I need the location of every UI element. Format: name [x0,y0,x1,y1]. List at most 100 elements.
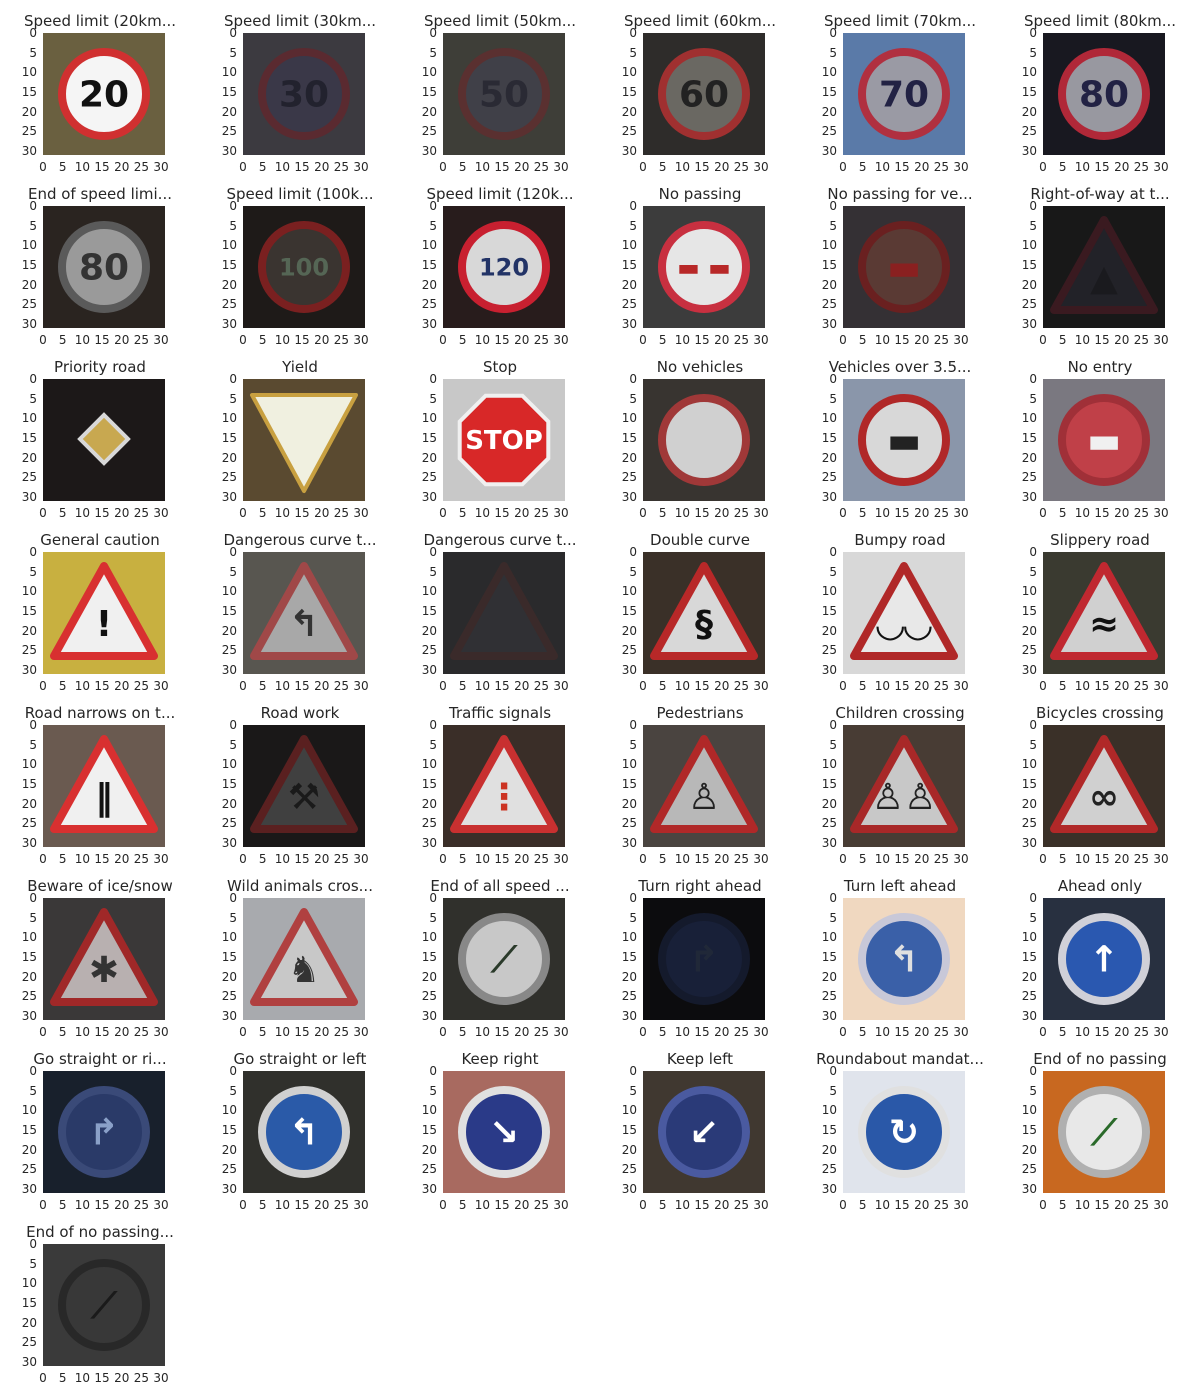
panel-image: ♞ [243,898,365,1020]
x-tick-label: 15 [694,506,710,520]
panel-21: Double curve § 0 5 10 15 20 25 30 0 5 10 15 20 25 30 [600,519,800,692]
y-tick-label: 5 [29,391,37,406]
x-tick-label: 5 [1058,679,1067,693]
x-tick-label: 30 [753,679,769,693]
x-tick-label: 15 [694,852,710,866]
sign-symbol: ↱ [689,940,719,981]
x-tick-label: 25 [733,160,750,174]
panel-28: Children crossing ♙♙ 0 5 10 15 20 25 30 0 5 10 15 20 2… [800,692,1000,865]
y-tick-label: 20 [1021,1142,1037,1157]
y-tick-label: 10 [221,930,237,945]
y-tick-label: 10 [21,1103,37,1118]
y-tick-label: 20 [1021,969,1037,984]
x-tick-label: 20 [714,1025,730,1039]
y-tick-label: 0 [229,199,237,213]
y-tick-label: 15 [621,85,637,100]
y-tick-label: 5 [629,1083,637,1098]
x-tick-label: 10 [1074,852,1090,866]
sign-symbol: ‖ [95,777,113,818]
x-tick-label: 0 [39,1371,47,1385]
panel-title: Keep right [461,1050,539,1068]
panel-title: Slippery road [1050,531,1150,549]
sign-symbol: ⟋ [489,940,518,981]
y-tick-label: 0 [1029,372,1037,386]
sign-symbol: ♙ [688,777,720,818]
y-tick-label: 0 [229,718,237,732]
y-tick-label: 20 [1021,277,1037,292]
x-tick-label: 10 [1074,679,1090,693]
panel-image: 20 [43,33,165,155]
panel-20: Dangerous curve t... 0 5 10 15 20 25 30 0 5 10 15 20… [400,519,600,692]
x-tick-label: 15 [1094,506,1110,520]
y-tick-label: 5 [829,910,837,925]
y-tick-label: 30 [21,317,37,332]
sign-symbol: ∞ [1089,777,1119,818]
x-tick-label: 5 [1058,1198,1067,1212]
y-tick-label: 10 [1021,584,1037,599]
y-tick-label: 30 [821,1182,837,1197]
sign-circle [58,48,150,140]
x-tick-label: 30 [1153,333,1169,347]
x-tick-label: 5 [658,679,667,693]
y-tick-label: 5 [1029,737,1037,752]
sign-circle [458,1086,550,1178]
x-tick-label: 30 [1153,1025,1169,1039]
panel-title: Ahead only [1057,877,1143,895]
sign-circle [858,221,950,313]
x-tick-label: 30 [1153,1198,1169,1212]
x-tick-label: 10 [874,679,890,693]
x-tick-label: 20 [914,1198,930,1212]
x-tick-label: 20 [114,679,130,693]
y-tick-label: 30 [1021,144,1037,159]
y-tick-label: 10 [821,930,837,945]
y-tick-label: 30 [621,144,637,159]
y-tick-label: 30 [221,663,237,678]
panel-title: No passing [658,185,742,203]
x-tick-label: 20 [314,333,330,347]
x-tick-label: 25 [333,333,350,347]
y-tick-label: 0 [229,891,237,905]
x-tick-label: 30 [353,1025,369,1039]
y-tick-label: 20 [221,1142,237,1157]
y-tick-label: 10 [621,238,637,253]
y-tick-label: 30 [421,1182,437,1197]
x-tick-label: 25 [333,1198,350,1212]
x-tick-label: 5 [458,333,467,347]
y-tick-label: 5 [429,218,437,233]
panel-title: Vehicles over 3.5... [828,358,972,376]
y-tick-label: 10 [821,411,837,426]
x-tick-label: 25 [533,1025,550,1039]
y-tick-label: 25 [821,643,837,658]
panel-title: Bicycles crossing [1036,704,1164,722]
y-tick-label: 15 [421,431,437,446]
sign-diamond [77,412,131,466]
x-tick-label: 0 [39,160,47,174]
x-tick-label: 30 [553,852,569,866]
x-tick-label: 25 [1133,852,1150,866]
sign-circle [858,1086,950,1178]
x-tick-label: 30 [153,1371,169,1385]
x-tick-label: 10 [274,160,290,174]
panel-22: Bumpy road ◡◡ 0 5 10 15 20 25 30 0 5 10 15 20 25 30 [800,519,1000,692]
panel-image: 120 [443,206,565,328]
x-tick-label: 0 [639,160,647,174]
y-tick-label: 5 [229,391,237,406]
y-tick-label: 25 [1021,1162,1037,1177]
x-tick-label: 30 [153,1198,169,1212]
x-tick-label: 0 [839,333,847,347]
x-tick-label: 0 [1039,1025,1047,1039]
x-tick-label: 30 [353,506,369,520]
y-tick-label: 0 [29,1064,37,1078]
y-tick-label: 25 [221,297,237,312]
y-tick-label: 5 [229,910,237,925]
sign-symbol: ≈ [1089,604,1119,645]
y-tick-label: 25 [821,816,837,831]
x-tick-label: 30 [553,1025,569,1039]
sign-circle [858,48,950,140]
x-tick-label: 25 [733,852,750,866]
y-tick-label: 15 [221,258,237,273]
y-tick-label: 15 [21,950,37,965]
y-tick-label: 15 [1021,950,1037,965]
panel-title: Road work [260,704,340,722]
sign-symbol: ▬ [887,248,921,289]
